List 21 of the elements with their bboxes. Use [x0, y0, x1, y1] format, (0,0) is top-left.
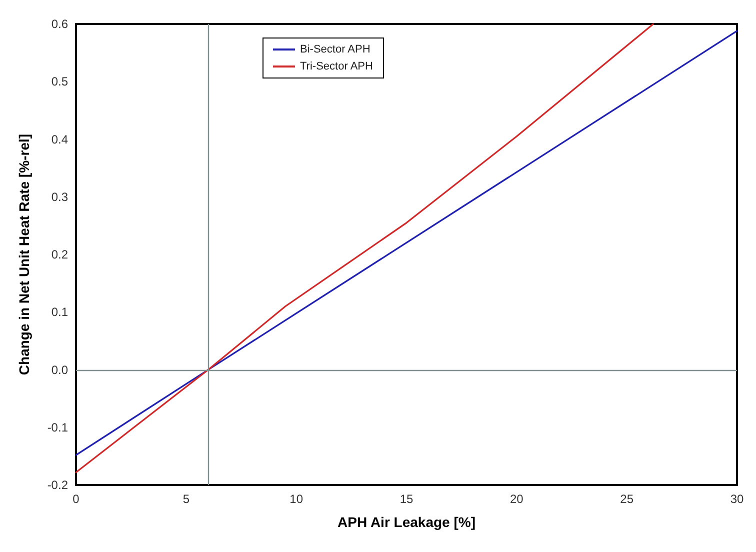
- y-tick-label: 0.6: [51, 17, 68, 31]
- y-tick-label: 0.2: [51, 248, 68, 262]
- x-tick-label: 15: [400, 492, 414, 506]
- x-tick-label: 30: [730, 492, 744, 506]
- y-axis-title: Change in Net Unit Heat Rate [%-rel]: [16, 134, 32, 376]
- x-tick-label: 25: [620, 492, 634, 506]
- x-tick-label: 20: [510, 492, 524, 506]
- x-tick-label: 10: [290, 492, 304, 506]
- y-tick-label: -0.1: [47, 420, 68, 434]
- x-axis-title: APH Air Leakage [%]: [338, 514, 476, 530]
- y-tick-label: 0.0: [51, 362, 68, 377]
- x-tick-label: 0: [72, 492, 80, 506]
- y-tick-label: 0.5: [51, 74, 68, 89]
- y-tick-label: 0.1: [51, 305, 68, 320]
- legend-label: Bi-Sector APH: [300, 44, 370, 56]
- y-tick-label: 0.3: [51, 190, 68, 204]
- x-tick-label: 5: [182, 492, 190, 506]
- legend-label: Tri-Sector APH: [300, 60, 373, 72]
- y-tick-label: -0.2: [47, 478, 68, 492]
- y-tick-label: 0.4: [51, 132, 68, 146]
- line-series: [75, 23, 654, 474]
